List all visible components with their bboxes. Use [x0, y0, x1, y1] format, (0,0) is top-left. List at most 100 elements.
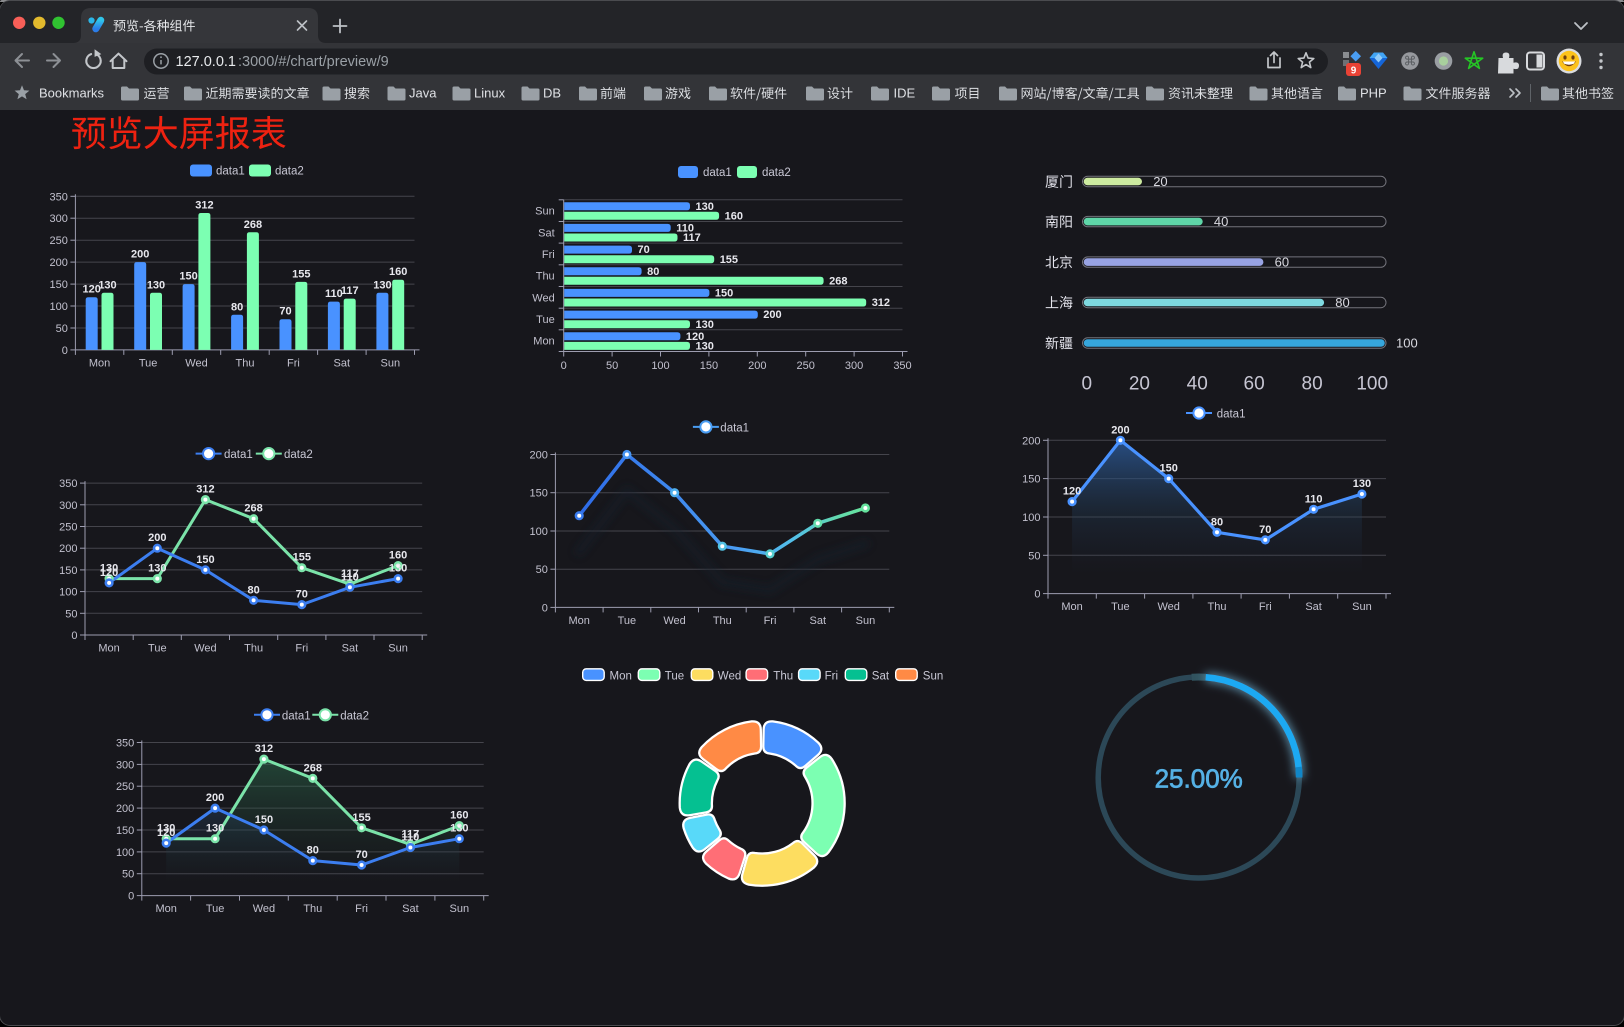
svg-text:Tue: Tue — [618, 615, 637, 627]
svg-text:100: 100 — [651, 360, 669, 372]
svg-text:IDE: IDE — [894, 86, 916, 101]
svg-text:data1: data1 — [703, 167, 732, 179]
svg-text:312: 312 — [255, 743, 273, 755]
svg-text:100: 100 — [1356, 374, 1388, 395]
svg-text:Wed: Wed — [718, 671, 741, 683]
svg-text:Fri: Fri — [764, 615, 777, 627]
svg-text:Wed: Wed — [253, 903, 275, 915]
svg-text:110: 110 — [341, 571, 359, 583]
svg-text:Tue: Tue — [206, 903, 225, 915]
svg-text:Sat: Sat — [872, 671, 890, 683]
svg-text:300: 300 — [116, 759, 134, 771]
svg-text:Mon: Mon — [610, 671, 632, 683]
svg-text:110: 110 — [676, 223, 694, 235]
svg-text:data1: data1 — [1217, 409, 1246, 421]
svg-text:Mon: Mon — [533, 336, 554, 348]
svg-text:Wed: Wed — [185, 357, 207, 369]
svg-text:155: 155 — [293, 552, 311, 564]
svg-text:250: 250 — [797, 360, 815, 372]
svg-text:Sun: Sun — [450, 903, 470, 915]
svg-text:0: 0 — [62, 345, 68, 357]
svg-text:Sat: Sat — [538, 227, 555, 239]
svg-text:20: 20 — [1153, 174, 1167, 189]
svg-text:0: 0 — [1034, 589, 1040, 601]
svg-text:PHP: PHP — [1360, 86, 1387, 101]
svg-text:130: 130 — [148, 563, 166, 575]
svg-text:Sat: Sat — [334, 357, 351, 369]
svg-text:300: 300 — [845, 360, 863, 372]
svg-text:130: 130 — [100, 563, 118, 575]
svg-text:Fri: Fri — [355, 903, 368, 915]
svg-text:110: 110 — [402, 832, 420, 844]
svg-text:data2: data2 — [284, 449, 313, 461]
svg-text:200: 200 — [748, 360, 766, 372]
svg-text:Mon: Mon — [98, 643, 119, 655]
svg-text:data2: data2 — [340, 710, 369, 722]
svg-text:127.0.0.1: 127.0.0.1 — [176, 54, 236, 70]
svg-text:Bookmarks: Bookmarks — [39, 86, 105, 101]
svg-text:312: 312 — [872, 297, 890, 309]
svg-text:80: 80 — [1211, 516, 1223, 528]
svg-text:Sat: Sat — [1305, 601, 1322, 613]
svg-text:80: 80 — [1335, 295, 1349, 310]
svg-text:Thu: Thu — [1208, 601, 1227, 613]
svg-text:160: 160 — [725, 210, 743, 222]
svg-text:300: 300 — [50, 213, 68, 225]
svg-text:Thu: Thu — [236, 357, 255, 369]
svg-text:200: 200 — [50, 257, 68, 269]
svg-text:Wed: Wed — [663, 615, 685, 627]
svg-text:120: 120 — [1063, 486, 1081, 498]
svg-text:130: 130 — [206, 823, 224, 835]
svg-text:0: 0 — [71, 630, 77, 642]
svg-text:150: 150 — [700, 360, 718, 372]
svg-text:268: 268 — [244, 503, 262, 515]
svg-text:268: 268 — [244, 219, 262, 231]
svg-text:250: 250 — [116, 781, 134, 793]
svg-text:110: 110 — [325, 288, 343, 300]
svg-text:data1: data1 — [224, 449, 253, 461]
svg-text:Sun: Sun — [923, 671, 943, 683]
svg-text:250: 250 — [50, 235, 68, 247]
svg-text:Tue: Tue — [139, 357, 158, 369]
svg-text:0: 0 — [542, 602, 548, 614]
svg-text:150: 150 — [116, 825, 134, 837]
svg-text:200: 200 — [530, 450, 548, 462]
svg-text:150: 150 — [59, 565, 77, 577]
svg-text:150: 150 — [50, 279, 68, 291]
svg-text:20: 20 — [1129, 374, 1150, 395]
svg-text:160: 160 — [450, 810, 468, 822]
svg-text:Fri: Fri — [542, 249, 555, 261]
svg-text:Sun: Sun — [381, 357, 401, 369]
svg-text:0: 0 — [561, 360, 567, 372]
svg-text:200: 200 — [59, 543, 77, 555]
svg-text:160: 160 — [389, 266, 407, 278]
svg-text:Mon: Mon — [568, 615, 589, 627]
svg-text:50: 50 — [536, 564, 548, 576]
svg-text:80: 80 — [1302, 374, 1323, 395]
svg-text:data1: data1 — [720, 422, 749, 434]
svg-text:130: 130 — [696, 201, 714, 213]
svg-text:150: 150 — [255, 814, 273, 826]
svg-text:250: 250 — [59, 522, 77, 534]
svg-text:100: 100 — [530, 526, 548, 538]
svg-text:Sun: Sun — [856, 615, 876, 627]
svg-text:70: 70 — [1259, 524, 1271, 536]
svg-text:80: 80 — [647, 266, 659, 278]
svg-text:60: 60 — [1275, 255, 1289, 270]
svg-text:100: 100 — [59, 587, 77, 599]
svg-text:120: 120 — [100, 567, 118, 579]
svg-text:50: 50 — [122, 869, 134, 881]
svg-text:150: 150 — [1160, 463, 1178, 475]
svg-text:130: 130 — [389, 563, 407, 575]
svg-text:100: 100 — [50, 301, 68, 313]
svg-text:data2: data2 — [762, 167, 791, 179]
svg-text:9: 9 — [1351, 66, 1357, 77]
svg-text:130: 130 — [696, 341, 714, 353]
svg-text:Thu: Thu — [303, 903, 322, 915]
svg-text:Sun: Sun — [388, 643, 408, 655]
svg-text:350: 350 — [50, 191, 68, 203]
svg-text:200: 200 — [116, 803, 134, 815]
svg-text:70: 70 — [638, 244, 650, 256]
svg-text:130: 130 — [373, 279, 391, 291]
svg-text:70: 70 — [296, 589, 308, 601]
